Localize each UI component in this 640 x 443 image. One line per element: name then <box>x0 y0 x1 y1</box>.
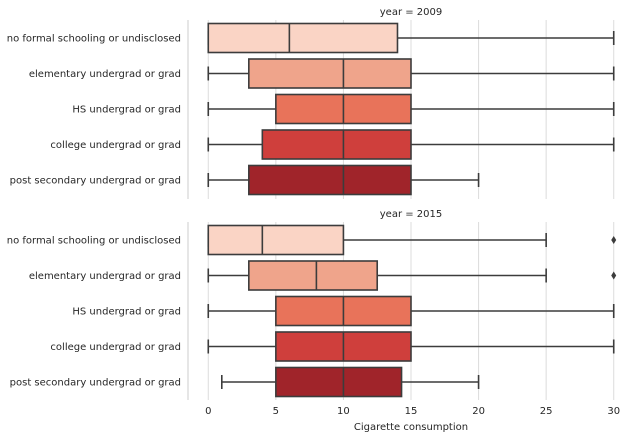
x-tick-label: 20 <box>472 406 485 417</box>
category-label: elementary undergrad or grad <box>29 271 181 282</box>
category-label: elementary undergrad or grad <box>29 69 181 80</box>
box <box>261 129 412 160</box>
box <box>248 260 379 291</box>
panel-title: year = 2009 <box>380 7 443 18</box>
x-tick-label: 15 <box>405 406 418 417</box>
category-label: post secondary undergrad or grad <box>10 378 181 389</box>
x-tick-label: 5 <box>273 406 279 417</box>
category-label: college undergrad or grad <box>50 342 181 353</box>
category-label: post secondary undergrad or grad <box>10 176 181 187</box>
category-label: HS undergrad or grad <box>72 307 181 318</box>
x-tick-label: 0 <box>205 406 211 417</box>
x-tick-label: 25 <box>540 406 553 417</box>
panel-title: year = 2015 <box>380 209 443 220</box>
outlier-marker <box>611 236 617 244</box>
category-label: no formal schooling or undisclosed <box>7 236 181 247</box>
x-axis-label: Cigarette consumption <box>354 422 468 433</box>
box <box>207 224 345 256</box>
box <box>275 366 403 398</box>
box <box>248 58 412 89</box>
outlier-marker <box>611 271 617 280</box>
category-label: college undergrad or grad <box>50 140 181 151</box>
category-label: no formal schooling or undisclosed <box>7 34 181 45</box>
category-label: HS undergrad or grad <box>72 105 181 116</box>
box <box>207 22 399 54</box>
x-tick-label: 30 <box>607 406 620 417</box>
x-tick-label: 10 <box>337 406 350 417</box>
box <box>248 164 412 196</box>
